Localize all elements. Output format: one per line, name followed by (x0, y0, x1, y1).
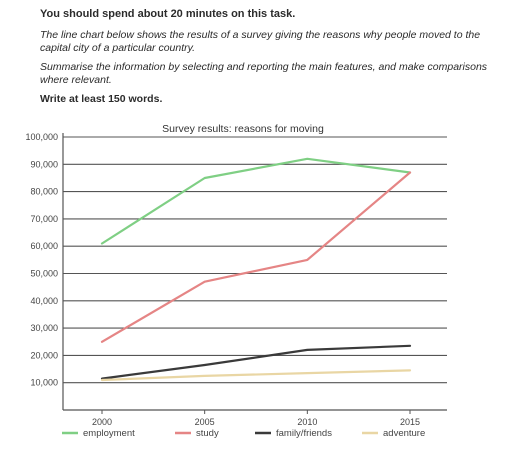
task-instruction: Summarise the information by selecting a… (40, 61, 488, 86)
legend-label: study (196, 428, 219, 439)
y-tick-label: 80,000 (30, 187, 58, 197)
task-description: The line chart below shows the results o… (40, 29, 481, 54)
x-tick-label: 2000 (92, 417, 112, 427)
y-axis-ticks: 10,000 20,000 30,000 40,000 50,000 60,000 70,0… (25, 132, 58, 388)
series-line-2 (100, 344, 412, 380)
x-tick-label: 2010 (297, 417, 317, 427)
legend-label: adventure (383, 428, 425, 439)
chart-title: Survey results: reasons for moving (162, 123, 324, 135)
y-tick-label: 70,000 (30, 214, 58, 224)
task-word-count: Write at least 150 words. (40, 93, 163, 105)
y-tick-label: 20,000 (30, 350, 58, 360)
series-line-3 (100, 369, 412, 382)
x-axis-ticks: 2000 2005 2010 2015 (92, 410, 420, 427)
y-tick-label: 90,000 (30, 159, 58, 169)
y-tick-label: 50,000 (30, 269, 58, 279)
y-tick-label: 40,000 (30, 296, 58, 306)
x-tick-label: 2015 (400, 417, 420, 427)
chart-legend: employment study family/friends adventure (62, 428, 425, 439)
y-tick-label: 60,000 (30, 241, 58, 251)
task-heading: You should spend about 20 minutes on thi… (40, 8, 296, 20)
chart-series (100, 157, 412, 382)
chart-grid (63, 136, 447, 384)
task-instructions: You should spend about 20 minutes on thi… (40, 8, 500, 112)
series-line-1 (100, 171, 412, 343)
legend-label: employment (83, 428, 135, 439)
y-tick-label: 100,000 (25, 132, 58, 142)
series-line-0 (100, 157, 412, 245)
y-tick-label: 30,000 (30, 323, 58, 333)
y-tick-label: 10,000 (30, 378, 58, 388)
chart-axes (62, 133, 447, 411)
legend-label: family/friends (276, 428, 332, 439)
x-tick-label: 2005 (195, 417, 215, 427)
